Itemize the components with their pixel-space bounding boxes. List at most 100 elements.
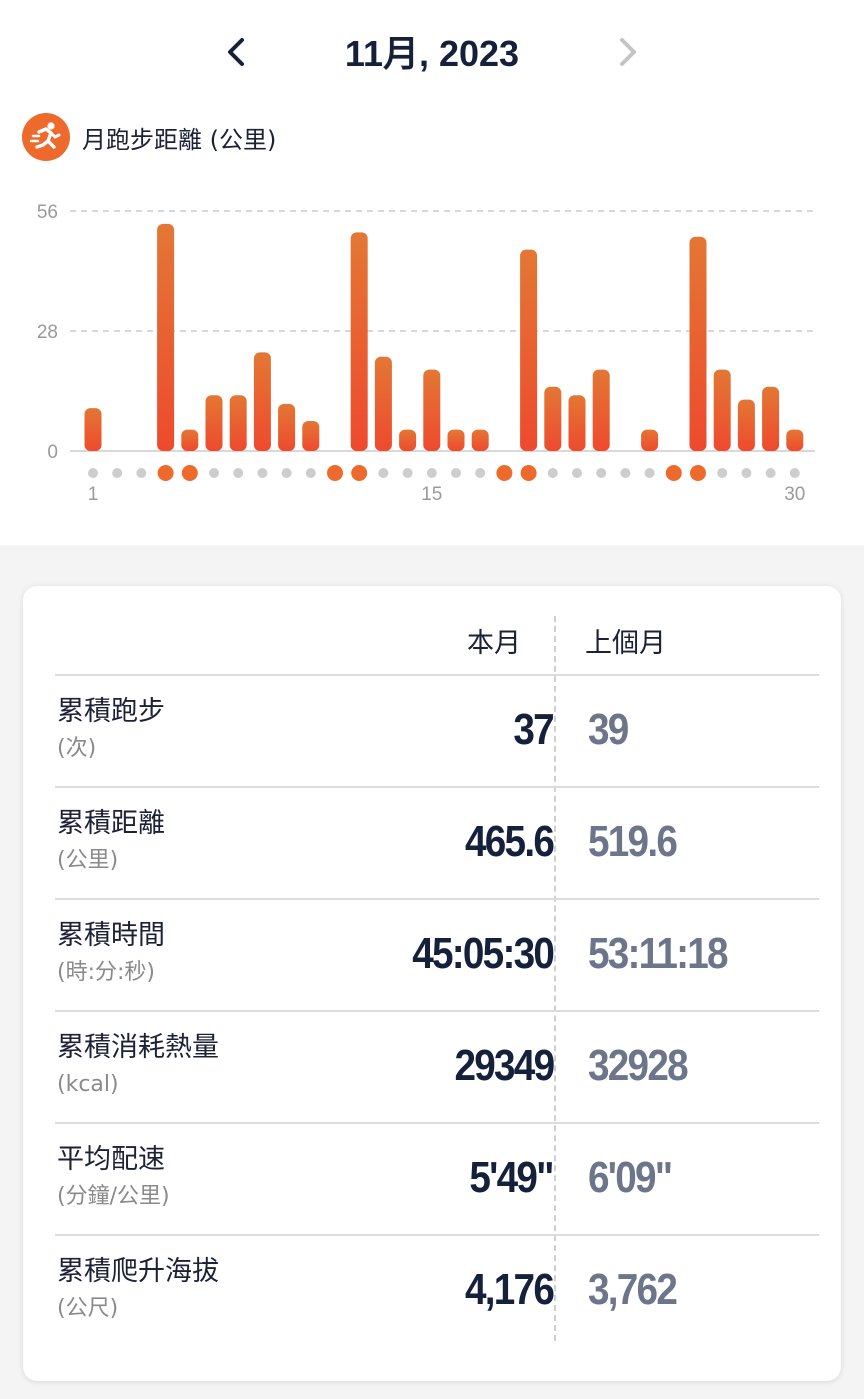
day-dot [644,468,655,478]
distance-bar[interactable] [762,386,780,451]
day-dot [596,468,607,478]
day-dot [378,468,389,478]
month-navigator: 11月, 2023 [0,20,864,90]
stat-label: 累積距離 [57,808,165,839]
stat-unit: (次) [57,736,97,761]
distance-bar[interactable] [568,395,586,451]
distance-bar[interactable] [374,356,392,451]
distance-bar[interactable] [350,232,368,451]
day-dot [572,468,582,478]
day-dot [741,468,752,478]
day-dot [451,468,461,478]
stat-row-runs: 累積跑步 (次) 37 39 [55,674,819,786]
day-dot [426,468,437,478]
day-dot [402,468,413,478]
stat-label: 累積時間 [57,920,165,951]
column-divider [554,616,556,1341]
stat-current-value: 45:05:30 [412,929,555,978]
stat-previous-value: 3,762 [588,1265,678,1314]
highlighted-day-dot [520,465,537,481]
distance-bar[interactable] [302,421,320,451]
distance-bar[interactable] [592,369,610,451]
stat-current-value: 5'49" [469,1153,555,1202]
distance-bar[interactable] [641,429,659,451]
distance-bar[interactable] [544,386,562,451]
highlighted-day-dot [157,465,174,481]
distance-bar[interactable] [181,429,199,451]
distance-bar[interactable] [229,395,247,451]
stat-row-distance: 累積距離 (公里) 465.6 519.6 [55,786,819,898]
day-dot [281,468,292,478]
distance-bar[interactable] [520,249,538,451]
chevron-right-icon [620,38,636,66]
distance-bar[interactable] [737,399,755,451]
day-dot [789,468,800,478]
stat-previous-value: 519.6 [588,817,678,866]
distance-bar[interactable] [423,369,441,451]
stat-label: 平均配速 [57,1144,165,1175]
distance-bar[interactable] [689,236,707,451]
distance-bar[interactable] [157,223,175,451]
distance-bar[interactable] [253,352,271,451]
legend-label: 月跑步距離 (公里) [82,125,277,154]
chart-legend: 月跑步距離 (公里) [22,113,276,161]
stat-unit: (kcal) [57,1072,119,1097]
stat-unit: (公尺) [57,1296,119,1321]
highlighted-day-dot [496,465,513,481]
next-month-button[interactable] [608,32,648,72]
stat-previous-value: 6'09" [588,1153,673,1202]
stat-unit: (公里) [57,848,119,873]
previous-month-button[interactable] [216,32,256,72]
column-header-current-month: 本月 [467,628,521,659]
highlighted-day-dot [327,465,343,481]
distance-bar[interactable] [278,403,296,451]
distance-bar[interactable] [786,429,804,451]
distance-bar[interactable] [447,429,465,451]
highlighted-day-dot [351,465,368,481]
stat-label: 累積消耗熱量 [57,1032,219,1063]
distance-bar[interactable] [399,429,417,451]
column-header-previous-month: 上個月 [585,628,666,659]
distance-bar[interactable] [713,369,731,451]
stat-previous-value: 53:11:18 [588,929,729,978]
day-dot [717,468,728,478]
month-title: 11月, 2023 [344,33,520,74]
day-dot [136,468,147,478]
day-dot [209,468,219,478]
highlighted-day-dot [665,465,682,481]
day-dot [475,468,486,478]
stat-unit: (時:分:秒) [57,960,155,985]
stat-current-value: 465.6 [464,817,555,866]
x-tick-label: 30 [784,484,805,505]
distance-bar[interactable] [205,395,223,451]
stat-row-pace: 平均配速 (分鐘/公里) 5'49" 6'09" [55,1122,819,1234]
day-dot [233,468,244,478]
distance-bar[interactable] [84,408,102,451]
day-dot [547,468,558,478]
day-dot [112,468,123,478]
stat-unit: (分鐘/公里) [57,1184,170,1209]
stat-previous-value: 39 [588,705,629,754]
y-tick-label: 28 [37,322,58,343]
x-tick-label: 1 [88,484,99,505]
stat-row-elevation: 累積爬升海拔 (公尺) 4,176 3,762 [55,1234,819,1346]
running-person-icon [22,113,70,161]
distance-bar-chart: 0 28 56 1 15 30 [37,202,815,505]
highlighted-day-dot [690,465,706,481]
stat-current-value: 37 [513,705,554,754]
stat-label: 累積爬升海拔 [57,1256,219,1287]
distance-bar[interactable] [471,429,489,451]
chart-section: 11月, 2023 月跑步距離 (公里) [0,0,864,545]
stat-current-value: 4,176 [464,1265,555,1314]
day-dot [257,468,268,478]
chevron-left-icon [228,38,244,66]
stat-current-value: 29349 [454,1041,555,1090]
x-tick-label: 15 [421,484,442,505]
y-tick-label: 56 [37,202,58,223]
day-dot [305,468,316,478]
y-tick-label: 0 [47,442,58,463]
stat-row-calories: 累積消耗熱量 (kcal) 29349 32928 [55,1010,819,1122]
day-dot [620,468,631,478]
stat-previous-value: 32928 [588,1041,689,1090]
stat-row-time: 累積時間 (時:分:秒) 45:05:30 53:11:18 [55,898,819,1010]
